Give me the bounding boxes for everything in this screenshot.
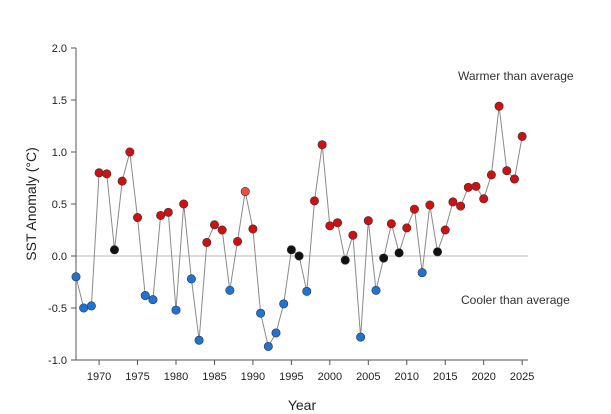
x-axis-title: Year [288, 397, 317, 413]
data-point-neutral [109, 245, 119, 255]
data-point-cool [186, 274, 196, 284]
data-point-cool [263, 341, 273, 351]
annotation-warmer: Warmer than average [458, 69, 574, 83]
data-point-cool [140, 291, 150, 301]
data-point-warm [463, 182, 473, 192]
data-point-warm [348, 230, 358, 240]
data-point-neutral [394, 248, 404, 258]
data-point-neutral [294, 251, 304, 261]
data-point-cool [279, 299, 289, 309]
data-point-warm [494, 101, 504, 111]
data-point-cool [171, 305, 181, 315]
data-point-warm [133, 213, 143, 223]
data-point-cool [302, 286, 312, 296]
data-point-cool [79, 303, 89, 313]
x-tick-label: 2005 [356, 371, 380, 383]
data-point-warm [448, 197, 458, 207]
data-point-warm [117, 176, 127, 186]
data-point-warm [386, 219, 396, 229]
data-point-cool [71, 272, 81, 282]
data-point-cool [356, 332, 366, 342]
data-point-cool [371, 285, 381, 295]
y-tick-label: 1.5 [52, 95, 67, 107]
data-point-neutral [433, 247, 443, 257]
data-point-neutral [379, 253, 389, 263]
data-point-warm [217, 225, 227, 235]
series-line [75, 106, 523, 348]
data-point-cool [225, 285, 235, 295]
y-tick-label: 0.5 [52, 199, 67, 211]
x-tick-label: 1995 [279, 371, 303, 383]
data-point-warm [179, 199, 189, 209]
y-tick-label: -1.0 [48, 355, 67, 367]
annotation-cooler: Cooler than average [461, 293, 570, 307]
data-point-warm [517, 131, 527, 141]
data-point-warm [94, 168, 104, 178]
data-point-warm [156, 210, 166, 220]
x-tick-label: 1990 [241, 371, 265, 383]
data-point-warm [509, 174, 519, 184]
x-tick-label: 1970 [87, 371, 111, 383]
data-point-warm [502, 166, 512, 176]
data-point-warm [363, 216, 373, 226]
data-point-cool [256, 308, 266, 318]
data-point-warm [209, 220, 219, 230]
data-point-cool [148, 295, 158, 305]
x-tick-label: 2025 [510, 371, 534, 383]
data-point-warm [479, 194, 489, 204]
data-point-warm [409, 204, 419, 214]
data-point-warm [202, 237, 212, 247]
data-point-warm [309, 196, 319, 206]
data-point-warm [425, 200, 435, 210]
data-point-warm [333, 218, 343, 228]
y-axis-title: SST Anomaly (°C) [23, 147, 39, 260]
data-point-warm [125, 147, 135, 157]
y-tick-label: 2.0 [52, 43, 67, 55]
series-line-layer [75, 106, 523, 348]
x-tick-label: 1975 [125, 371, 149, 383]
data-points-layer [71, 101, 527, 351]
data-point-cool [86, 301, 96, 311]
data-point-warm [402, 223, 412, 233]
data-point-warm [248, 224, 258, 234]
data-point-cool [271, 328, 281, 338]
data-point-warm [233, 236, 243, 246]
x-tick-label: 1980 [164, 371, 188, 383]
data-point-warm [163, 207, 173, 217]
x-tick-label: 2000 [318, 371, 342, 383]
y-tick-label: 1.0 [52, 147, 67, 159]
data-point-neutral [286, 245, 296, 255]
x-tick-label: 1985 [202, 371, 226, 383]
y-tick-label: 0.0 [52, 251, 67, 263]
data-point-cool [417, 268, 427, 278]
x-tick-label: 2015 [433, 371, 457, 383]
data-point-warm [317, 140, 327, 150]
data-point-warm [486, 170, 496, 180]
data-point-warm [456, 201, 466, 211]
data-point-warm [471, 181, 481, 191]
x-tick-label: 2020 [471, 371, 495, 383]
ticks-layer: -1.0 -0.5 0.0 0.5 1.0 1.5 2.0 1970 1975 1980 1985 1… [48, 43, 534, 383]
data-point-warm [102, 169, 112, 179]
data-point-cool [194, 335, 204, 345]
data-point-warm [440, 225, 450, 235]
data-point-highlight [240, 187, 250, 197]
x-tick-label: 2010 [395, 371, 419, 383]
y-tick-label: -0.5 [48, 303, 67, 315]
data-point-neutral [340, 255, 350, 265]
data-point-warm [325, 221, 335, 231]
